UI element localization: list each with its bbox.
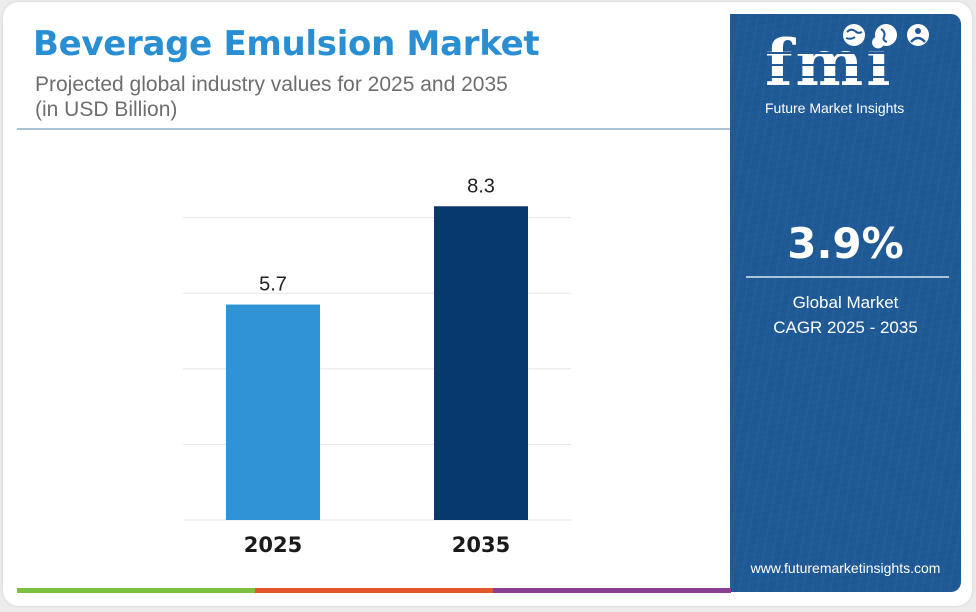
footer-segment-purple (493, 588, 731, 593)
page-subtitle: Projected global industry values for 202… (35, 72, 635, 122)
globe-people-icon (843, 24, 929, 46)
footer-color-bar (17, 588, 731, 593)
footer-segment-orange (255, 588, 493, 593)
cagr-divider (746, 276, 949, 278)
cagr-label-line-2: CAGR 2025 - 2035 (773, 318, 918, 337)
website-link[interactable]: www.futuremarketinsights.com (750, 560, 941, 576)
logo-stripe (765, 64, 925, 66)
cagr-label: Global Market CAGR 2025 - 2035 (730, 290, 961, 340)
logo-caption: Future Market Insights (765, 100, 905, 116)
subtitle-line-2: (in USD Billion) (35, 98, 178, 121)
cagr-label-line-1: Global Market (792, 293, 899, 312)
infographic-card: Beverage Emulsion Market Projected globa… (3, 2, 972, 606)
chart-panel: Beverage Emulsion Market Projected globa… (3, 2, 730, 606)
data-label-2035: 8.3 (467, 175, 495, 197)
panel-texture (730, 14, 961, 592)
logo-stripe (765, 76, 925, 78)
fmi-logo: fmi Future Market Insights (765, 24, 929, 120)
x-tick-label-2035: 2035 (452, 533, 510, 557)
page-title: Beverage Emulsion Market (33, 24, 540, 64)
subtitle-line-1: Projected global industry values for 202… (35, 73, 508, 96)
bar-2025 (226, 304, 320, 520)
data-label-2025: 5.7 (259, 274, 287, 296)
title-divider (17, 128, 730, 130)
side-panel: fmi Future Market Insights 3.9% Global M… (730, 14, 961, 592)
bar-chart: 5.7 2025 8.3 2035 (183, 175, 571, 557)
logo-wordmark: fmi (765, 26, 894, 101)
x-tick-label-2025: 2025 (244, 533, 302, 557)
logo-stripe (765, 52, 925, 54)
footer-segment-green (17, 588, 255, 593)
cagr-value: 3.9% (787, 219, 904, 268)
bar-2035 (434, 206, 528, 520)
